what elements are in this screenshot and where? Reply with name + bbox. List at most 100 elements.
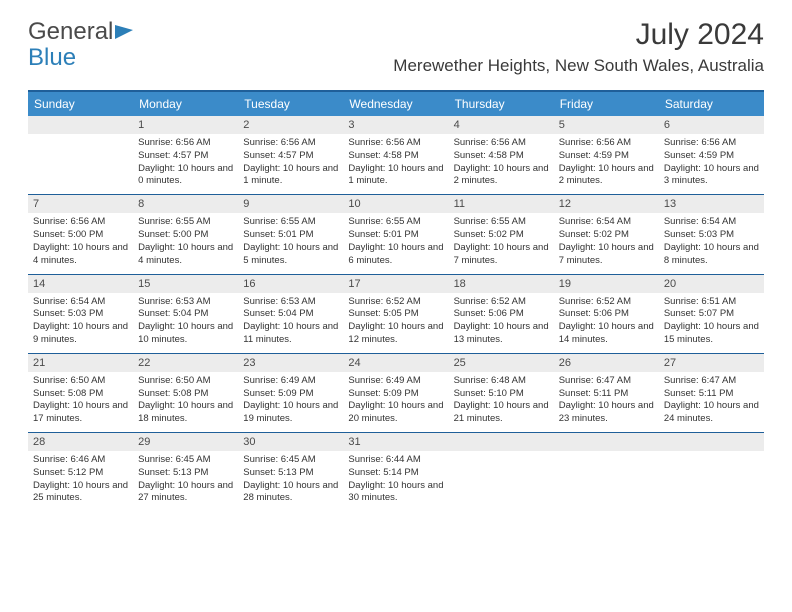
day-number: 12 bbox=[554, 195, 659, 213]
sunset-text: Sunset: 5:09 PM bbox=[243, 388, 338, 401]
sunrise-text: Sunrise: 6:46 AM bbox=[33, 454, 128, 467]
day-cell bbox=[28, 116, 133, 194]
day-body: Sunrise: 6:55 AMSunset: 5:01 PMDaylight:… bbox=[238, 213, 343, 273]
sunset-text: Sunset: 5:01 PM bbox=[243, 229, 338, 242]
day-cell: 28Sunrise: 6:46 AMSunset: 5:12 PMDayligh… bbox=[28, 433, 133, 511]
day-number: 14 bbox=[28, 275, 133, 293]
day-number: 6 bbox=[659, 116, 764, 134]
day-cell: 4Sunrise: 6:56 AMSunset: 4:58 PMDaylight… bbox=[449, 116, 554, 194]
sunset-text: Sunset: 5:04 PM bbox=[243, 308, 338, 321]
day-number: 5 bbox=[554, 116, 659, 134]
sunrise-text: Sunrise: 6:48 AM bbox=[454, 375, 549, 388]
sunrise-text: Sunrise: 6:49 AM bbox=[348, 375, 443, 388]
daylight-text: Daylight: 10 hours and 14 minutes. bbox=[559, 321, 654, 347]
day-body: Sunrise: 6:53 AMSunset: 5:04 PMDaylight:… bbox=[133, 293, 238, 353]
day-cell: 26Sunrise: 6:47 AMSunset: 5:11 PMDayligh… bbox=[554, 354, 659, 432]
dow-header: Saturday bbox=[659, 92, 764, 116]
sunrise-text: Sunrise: 6:52 AM bbox=[559, 296, 654, 309]
day-number: 2 bbox=[238, 116, 343, 134]
day-cell: 6Sunrise: 6:56 AMSunset: 4:59 PMDaylight… bbox=[659, 116, 764, 194]
day-cell: 30Sunrise: 6:45 AMSunset: 5:13 PMDayligh… bbox=[238, 433, 343, 511]
day-cell: 8Sunrise: 6:55 AMSunset: 5:00 PMDaylight… bbox=[133, 195, 238, 273]
daylight-text: Daylight: 10 hours and 23 minutes. bbox=[559, 400, 654, 426]
day-body: Sunrise: 6:56 AMSunset: 4:59 PMDaylight:… bbox=[659, 134, 764, 194]
day-number: 10 bbox=[343, 195, 448, 213]
sunset-text: Sunset: 4:58 PM bbox=[348, 150, 443, 163]
title-block: July 2024 Merewether Heights, New South … bbox=[393, 18, 764, 76]
daylight-text: Daylight: 10 hours and 3 minutes. bbox=[664, 163, 759, 189]
day-number bbox=[449, 433, 554, 451]
day-number: 30 bbox=[238, 433, 343, 451]
day-cell: 3Sunrise: 6:56 AMSunset: 4:58 PMDaylight… bbox=[343, 116, 448, 194]
dow-header: Sunday bbox=[28, 92, 133, 116]
week-row: 7Sunrise: 6:56 AMSunset: 5:00 PMDaylight… bbox=[28, 194, 764, 273]
daylight-text: Daylight: 10 hours and 7 minutes. bbox=[454, 242, 549, 268]
daylight-text: Daylight: 10 hours and 12 minutes. bbox=[348, 321, 443, 347]
daylight-text: Daylight: 10 hours and 8 minutes. bbox=[664, 242, 759, 268]
day-cell: 23Sunrise: 6:49 AMSunset: 5:09 PMDayligh… bbox=[238, 354, 343, 432]
day-body: Sunrise: 6:55 AMSunset: 5:01 PMDaylight:… bbox=[343, 213, 448, 273]
week-row: 14Sunrise: 6:54 AMSunset: 5:03 PMDayligh… bbox=[28, 274, 764, 353]
sunset-text: Sunset: 5:03 PM bbox=[664, 229, 759, 242]
day-cell: 13Sunrise: 6:54 AMSunset: 5:03 PMDayligh… bbox=[659, 195, 764, 273]
day-number: 27 bbox=[659, 354, 764, 372]
day-cell: 25Sunrise: 6:48 AMSunset: 5:10 PMDayligh… bbox=[449, 354, 554, 432]
sunrise-text: Sunrise: 6:56 AM bbox=[243, 137, 338, 150]
day-number: 28 bbox=[28, 433, 133, 451]
sunset-text: Sunset: 4:57 PM bbox=[138, 150, 233, 163]
daylight-text: Daylight: 10 hours and 9 minutes. bbox=[33, 321, 128, 347]
day-number: 17 bbox=[343, 275, 448, 293]
sunset-text: Sunset: 5:06 PM bbox=[454, 308, 549, 321]
sunset-text: Sunset: 5:08 PM bbox=[138, 388, 233, 401]
day-body: Sunrise: 6:56 AMSunset: 4:57 PMDaylight:… bbox=[238, 134, 343, 194]
sunrise-text: Sunrise: 6:52 AM bbox=[454, 296, 549, 309]
sunrise-text: Sunrise: 6:50 AM bbox=[33, 375, 128, 388]
sunset-text: Sunset: 5:04 PM bbox=[138, 308, 233, 321]
day-number: 29 bbox=[133, 433, 238, 451]
day-body: Sunrise: 6:56 AMSunset: 4:57 PMDaylight:… bbox=[133, 134, 238, 194]
brand-logo: General bbox=[28, 18, 133, 46]
day-cell: 19Sunrise: 6:52 AMSunset: 5:06 PMDayligh… bbox=[554, 275, 659, 353]
day-body: Sunrise: 6:56 AMSunset: 4:59 PMDaylight:… bbox=[554, 134, 659, 194]
sunset-text: Sunset: 4:58 PM bbox=[454, 150, 549, 163]
dow-header: Wednesday bbox=[343, 92, 448, 116]
dow-header: Tuesday bbox=[238, 92, 343, 116]
sunrise-text: Sunrise: 6:50 AM bbox=[138, 375, 233, 388]
sunset-text: Sunset: 4:59 PM bbox=[664, 150, 759, 163]
day-number: 22 bbox=[133, 354, 238, 372]
sunset-text: Sunset: 5:13 PM bbox=[138, 467, 233, 480]
daylight-text: Daylight: 10 hours and 13 minutes. bbox=[454, 321, 549, 347]
day-body: Sunrise: 6:49 AMSunset: 5:09 PMDaylight:… bbox=[238, 372, 343, 432]
day-number bbox=[28, 116, 133, 134]
sunrise-text: Sunrise: 6:49 AM bbox=[243, 375, 338, 388]
daylight-text: Daylight: 10 hours and 19 minutes. bbox=[243, 400, 338, 426]
daylight-text: Daylight: 10 hours and 2 minutes. bbox=[559, 163, 654, 189]
day-number: 16 bbox=[238, 275, 343, 293]
day-cell: 29Sunrise: 6:45 AMSunset: 5:13 PMDayligh… bbox=[133, 433, 238, 511]
month-title: July 2024 bbox=[393, 18, 764, 52]
day-body: Sunrise: 6:54 AMSunset: 5:03 PMDaylight:… bbox=[28, 293, 133, 353]
day-number: 15 bbox=[133, 275, 238, 293]
sunset-text: Sunset: 5:00 PM bbox=[33, 229, 128, 242]
sunrise-text: Sunrise: 6:55 AM bbox=[348, 216, 443, 229]
sunrise-text: Sunrise: 6:45 AM bbox=[138, 454, 233, 467]
day-number: 24 bbox=[343, 354, 448, 372]
sunrise-text: Sunrise: 6:56 AM bbox=[138, 137, 233, 150]
week-row: 28Sunrise: 6:46 AMSunset: 5:12 PMDayligh… bbox=[28, 432, 764, 511]
day-body: Sunrise: 6:50 AMSunset: 5:08 PMDaylight:… bbox=[28, 372, 133, 432]
sunrise-text: Sunrise: 6:56 AM bbox=[664, 137, 759, 150]
dow-header: Friday bbox=[554, 92, 659, 116]
day-cell: 27Sunrise: 6:47 AMSunset: 5:11 PMDayligh… bbox=[659, 354, 764, 432]
daylight-text: Daylight: 10 hours and 24 minutes. bbox=[664, 400, 759, 426]
daylight-text: Daylight: 10 hours and 4 minutes. bbox=[138, 242, 233, 268]
daylight-text: Daylight: 10 hours and 1 minute. bbox=[348, 163, 443, 189]
day-cell: 15Sunrise: 6:53 AMSunset: 5:04 PMDayligh… bbox=[133, 275, 238, 353]
day-cell: 21Sunrise: 6:50 AMSunset: 5:08 PMDayligh… bbox=[28, 354, 133, 432]
sunrise-text: Sunrise: 6:53 AM bbox=[138, 296, 233, 309]
day-cell: 16Sunrise: 6:53 AMSunset: 5:04 PMDayligh… bbox=[238, 275, 343, 353]
week-row: 1Sunrise: 6:56 AMSunset: 4:57 PMDaylight… bbox=[28, 116, 764, 194]
sunrise-text: Sunrise: 6:44 AM bbox=[348, 454, 443, 467]
day-body: Sunrise: 6:47 AMSunset: 5:11 PMDaylight:… bbox=[659, 372, 764, 432]
day-cell: 11Sunrise: 6:55 AMSunset: 5:02 PMDayligh… bbox=[449, 195, 554, 273]
sunset-text: Sunset: 4:57 PM bbox=[243, 150, 338, 163]
